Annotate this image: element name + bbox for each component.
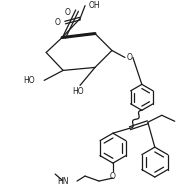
Text: O: O: [110, 172, 116, 181]
Text: O: O: [64, 8, 70, 17]
Text: HO: HO: [24, 76, 35, 85]
Text: O: O: [127, 53, 133, 62]
Text: O: O: [54, 18, 60, 27]
Text: OH: OH: [88, 1, 100, 10]
Text: HN: HN: [58, 176, 69, 186]
Text: HO: HO: [72, 87, 84, 96]
